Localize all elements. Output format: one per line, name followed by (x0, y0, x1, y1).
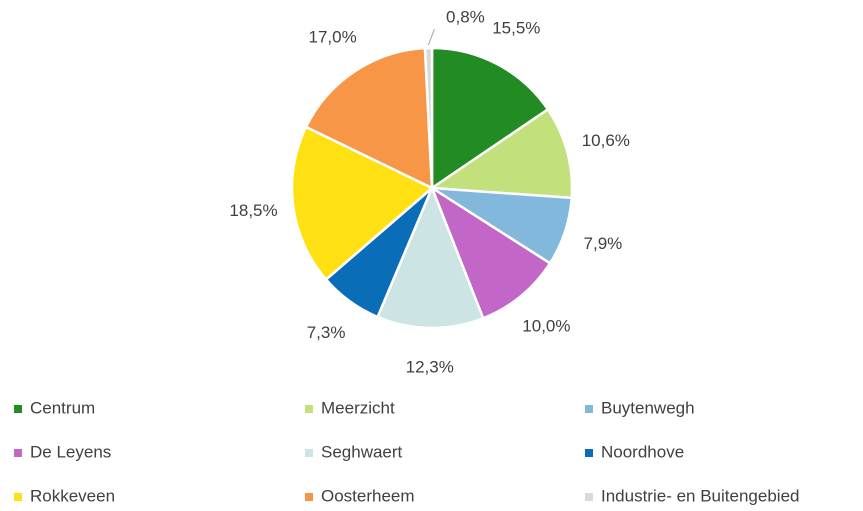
data-label: 12,3% (406, 357, 454, 376)
legend-label: Noordhove (601, 442, 684, 461)
legend-swatch (305, 449, 313, 457)
legend-label: Rokkeveen (30, 486, 115, 505)
legend-label: Oosterheem (321, 486, 415, 505)
data-label: 0,8% (446, 7, 485, 26)
legend-label: Meerzicht (321, 398, 395, 417)
legend-swatch (14, 493, 22, 501)
pie-slice (375, 184, 485, 330)
legend-swatch (14, 449, 22, 457)
data-label: 15,5% (492, 18, 540, 37)
legend-label: De Leyens (30, 442, 111, 461)
legend-swatch (305, 405, 313, 413)
legend-label: Industrie- en Buitengebied (601, 486, 799, 505)
legend-label: Seghwaert (321, 442, 403, 461)
legend-swatch (14, 405, 22, 413)
pie-slice (429, 184, 552, 320)
pie-slice (423, 46, 434, 189)
legend-swatch (585, 493, 593, 501)
pie-slice (304, 46, 434, 191)
legend-label: Centrum (30, 398, 95, 417)
legend-swatch (585, 449, 593, 457)
legend-label: Buytenwegh (601, 398, 695, 417)
pie-slice (428, 107, 574, 200)
data-label: 10,6% (582, 131, 630, 150)
data-label: 7,9% (584, 234, 623, 253)
legend-swatch (585, 405, 593, 413)
leader-line (427, 28, 435, 46)
data-label: 17,0% (309, 27, 357, 46)
legend-swatch (305, 493, 313, 501)
data-label: 7,3% (307, 323, 346, 342)
data-label: 18,5% (229, 201, 277, 220)
data-label: 10,0% (522, 316, 570, 335)
pie-slice (290, 125, 435, 282)
pie-slice (430, 46, 550, 191)
